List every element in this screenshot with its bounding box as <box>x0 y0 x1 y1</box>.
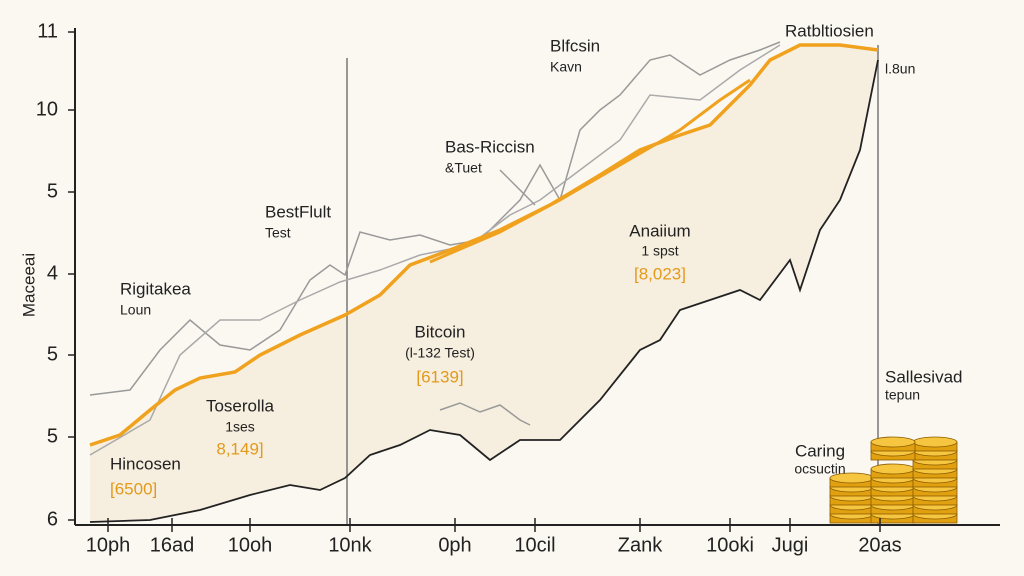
y-tick-label: 6 <box>47 508 58 530</box>
annotation-value: [8,023] <box>634 264 686 283</box>
annotation-subtitle: 1ses <box>225 419 255 435</box>
black-line <box>89 59 879 523</box>
orange-line <box>89 43 879 447</box>
y-tick-label: 10 <box>36 98 58 120</box>
y-tick-label: 5 <box>47 180 58 202</box>
annotation-value: [6139] <box>416 367 463 386</box>
x-tick-label: 10ph <box>86 534 131 556</box>
coin-top <box>870 463 916 475</box>
x-tick-label: 20as <box>858 534 901 556</box>
annotation-subtitle: Kavn <box>550 59 582 75</box>
annotation-title: Toserolla <box>206 396 275 415</box>
annotation-subtitle: 1 spst <box>641 243 678 259</box>
annotation-subtitle: &Tuet <box>445 160 482 176</box>
gray-line <box>89 44 781 456</box>
annotation-title: Ratbltiosien <box>785 21 874 40</box>
annotation-value: 8,149] <box>216 439 263 458</box>
x-tick-label: 16ad <box>150 534 195 556</box>
y-tick-label: 4 <box>47 262 58 284</box>
annotation-title: Anaiium <box>629 221 690 240</box>
x-tick-label: 10nk <box>328 534 372 556</box>
annotation-subtitle: Loun <box>120 302 151 318</box>
x-tick-label: 10oh <box>228 534 273 556</box>
annotation-subtitle: l.8un <box>885 61 915 77</box>
annotation-subtitle: Test <box>265 225 291 241</box>
annotation-title: Bitcoin <box>414 322 465 341</box>
annotation-title: Hincosen <box>110 454 181 473</box>
annotation-subtitle: (l-132 Test) <box>405 345 475 361</box>
y-tick-label: 11 <box>37 20 58 42</box>
x-tick-label: 0ph <box>438 534 471 556</box>
x-tick-label: Jugi <box>772 534 809 556</box>
gray-line <box>499 169 536 206</box>
y-tick-label: 5 <box>47 343 58 365</box>
y-axis-label: Maceeai <box>19 253 38 317</box>
coin-top <box>912 436 958 448</box>
x-tick-label: Zank <box>618 534 663 556</box>
y-tick-label: 5 <box>47 425 58 447</box>
annotation-title: BestFlult <box>265 202 331 221</box>
x-tick-label: 10oki <box>706 534 754 556</box>
annotation-subtitle: ocsuctin <box>794 461 845 477</box>
annotation-title: Caring <box>795 441 845 460</box>
annotation-subtitle: tepun <box>885 387 920 403</box>
annotation-title: Blfcsin <box>550 36 600 55</box>
coin-stacks <box>829 436 958 524</box>
orange-line <box>429 78 751 264</box>
gray-line <box>439 402 531 426</box>
annotation-title: Bas-Riccisn <box>445 137 535 156</box>
gray-line <box>89 41 781 396</box>
coin-top <box>870 436 916 448</box>
annotation-value: [6500] <box>110 479 157 498</box>
shaded-area <box>90 45 878 522</box>
annotation-title: Rigitakea <box>120 279 191 298</box>
x-tick-label: 10cil <box>514 534 555 556</box>
annotation-title: Sallesivad <box>885 367 963 386</box>
